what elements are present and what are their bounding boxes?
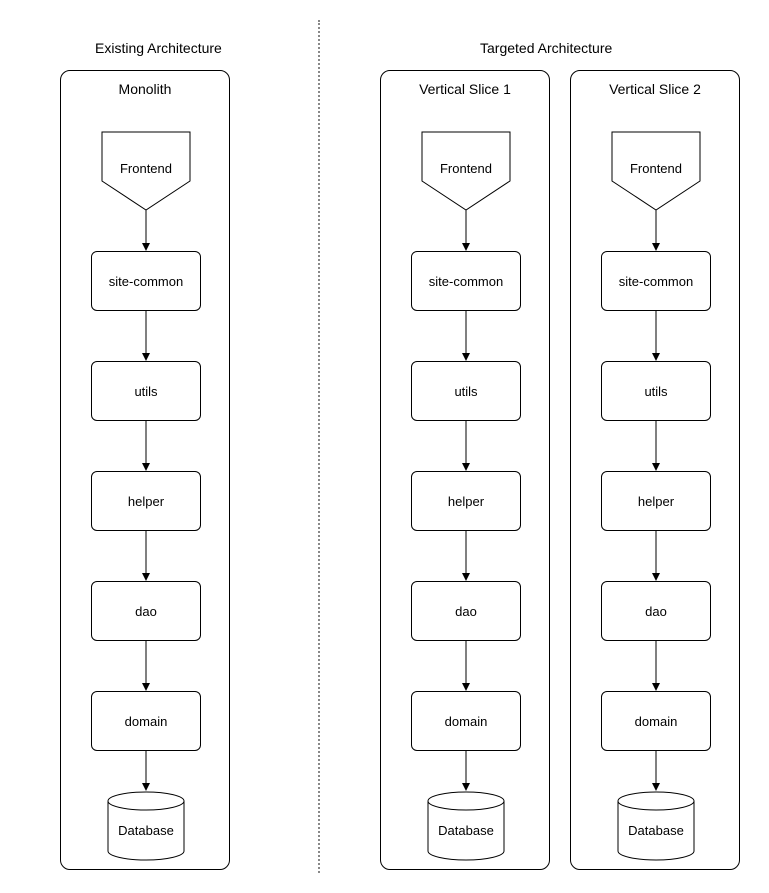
node-utils: utils (601, 361, 711, 421)
node-utils: utils (411, 361, 521, 421)
node-site-common: site-common (601, 251, 711, 311)
node-frontend-label: Frontend (611, 161, 701, 176)
node-frontend: Frontend (421, 131, 511, 211)
node-site-common: site-common (91, 251, 201, 311)
arrow-utils-helper (652, 421, 660, 471)
section-title-targeted: Targeted Architecture (480, 40, 612, 56)
node-domain: domain (601, 691, 711, 751)
column-slice-2: Vertical Slice 2 Frontend site-common ut… (570, 70, 740, 870)
node-domain: domain (411, 691, 521, 751)
arrow-dao-domain (142, 641, 150, 691)
arrow-utils-helper (142, 421, 150, 471)
node-dao: dao (411, 581, 521, 641)
arrow-dao-domain (652, 641, 660, 691)
arrow-frontend-sitecommon (652, 210, 660, 251)
node-database: Database (426, 791, 506, 861)
arrow-domain-database (142, 751, 150, 791)
arrow-helper-dao (142, 531, 150, 581)
node-domain-label: domain (125, 714, 168, 729)
arrow-utils-helper (462, 421, 470, 471)
node-helper: helper (601, 471, 711, 531)
arrow-sitecommon-utils (462, 311, 470, 361)
node-domain-label: domain (445, 714, 488, 729)
arrow-frontend-sitecommon (142, 210, 150, 251)
node-dao: dao (91, 581, 201, 641)
node-dao: dao (601, 581, 711, 641)
node-database-label: Database (426, 791, 506, 861)
arrow-dao-domain (462, 641, 470, 691)
node-helper-label: helper (448, 494, 484, 509)
node-database-label: Database (106, 791, 186, 861)
arrow-domain-database (652, 751, 660, 791)
diagram-canvas: Existing Architecture Targeted Architect… (0, 0, 769, 893)
section-divider (318, 20, 320, 873)
node-site-common-label: site-common (109, 274, 183, 289)
arrow-frontend-sitecommon (462, 210, 470, 251)
node-frontend-label: Frontend (101, 161, 191, 176)
node-domain: domain (91, 691, 201, 751)
node-dao-label: dao (135, 604, 157, 619)
node-utils-label: utils (644, 384, 667, 399)
node-helper-label: helper (638, 494, 674, 509)
node-utils: utils (91, 361, 201, 421)
node-database: Database (616, 791, 696, 861)
node-site-common: site-common (411, 251, 521, 311)
node-frontend: Frontend (101, 131, 191, 211)
arrow-sitecommon-utils (142, 311, 150, 361)
section-title-existing: Existing Architecture (95, 40, 222, 56)
node-frontend: Frontend (611, 131, 701, 211)
node-utils-label: utils (454, 384, 477, 399)
node-domain-label: domain (635, 714, 678, 729)
node-frontend-label: Frontend (421, 161, 511, 176)
node-dao-label: dao (645, 604, 667, 619)
arrow-domain-database (462, 751, 470, 791)
node-helper-label: helper (128, 494, 164, 509)
column-monolith: Monolith Frontend site-common utils help… (60, 70, 230, 870)
arrow-helper-dao (652, 531, 660, 581)
node-dao-label: dao (455, 604, 477, 619)
node-database-label: Database (616, 791, 696, 861)
node-helper: helper (91, 471, 201, 531)
arrow-helper-dao (462, 531, 470, 581)
node-site-common-label: site-common (619, 274, 693, 289)
column-slice-1: Vertical Slice 1 Frontend site-common ut… (380, 70, 550, 870)
node-site-common-label: site-common (429, 274, 503, 289)
node-helper: helper (411, 471, 521, 531)
node-utils-label: utils (134, 384, 157, 399)
node-database: Database (106, 791, 186, 861)
arrow-sitecommon-utils (652, 311, 660, 361)
